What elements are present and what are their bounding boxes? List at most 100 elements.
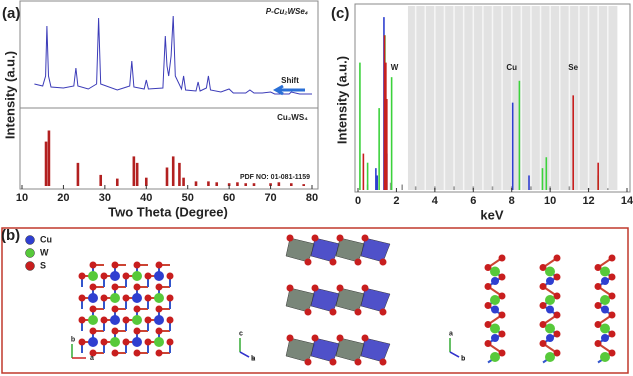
atom — [286, 234, 294, 242]
axis-label: b — [461, 355, 465, 362]
atom — [546, 305, 554, 314]
atom — [111, 261, 119, 269]
legend-swatch — [25, 261, 35, 271]
atom — [100, 272, 108, 280]
atom — [155, 349, 163, 357]
ref-bar — [165, 167, 169, 186]
panel-label: (c) — [331, 5, 349, 22]
atom — [594, 321, 602, 328]
atom — [600, 266, 610, 277]
atom — [594, 340, 602, 347]
atom — [484, 321, 492, 328]
x-tick-label: 50 — [182, 192, 194, 204]
x-tick-label: 14 — [621, 195, 633, 207]
x-tick-label: 0 — [355, 195, 361, 207]
atom — [88, 293, 98, 303]
atom — [545, 323, 555, 334]
atom — [354, 358, 362, 366]
atom — [498, 273, 506, 281]
atom — [361, 284, 369, 292]
x-axis-title: keV — [480, 207, 503, 222]
atom — [154, 293, 164, 303]
ref-bar — [76, 162, 80, 186]
atom — [484, 302, 492, 309]
series-label: Cu₂WS₄ — [277, 113, 308, 122]
atom — [484, 340, 492, 347]
x-tick-label: 12 — [582, 195, 594, 207]
xrd-line — [34, 15, 312, 95]
atom — [111, 305, 119, 313]
atom — [553, 292, 561, 300]
x-tick-label: 40 — [140, 192, 152, 204]
polyhedron — [360, 237, 391, 263]
legend-label: Cu — [40, 234, 52, 244]
atom — [329, 258, 337, 266]
polyhedron — [360, 337, 391, 363]
atom — [491, 305, 499, 314]
axis-label: a — [251, 355, 255, 362]
atom — [89, 327, 97, 335]
atom — [89, 283, 97, 291]
atom — [132, 315, 142, 325]
atom — [286, 284, 294, 292]
atom — [132, 337, 142, 347]
atom — [88, 315, 98, 325]
atom — [545, 352, 555, 362]
ref-bar — [302, 184, 306, 186]
polyhedron — [285, 337, 316, 363]
atom — [166, 338, 174, 346]
atom — [336, 234, 344, 242]
polyhedron — [335, 337, 366, 363]
legend-swatch — [25, 235, 35, 245]
polyhedron — [310, 237, 341, 263]
x-tick-label: 4 — [432, 195, 439, 207]
atom — [154, 315, 164, 325]
polyhedron — [360, 287, 391, 313]
ref-bar — [194, 181, 198, 186]
atom — [155, 283, 163, 291]
atom — [601, 334, 609, 342]
series-label: P-Cu₂WSe₄ — [266, 7, 308, 16]
atom — [539, 321, 547, 328]
atom — [361, 234, 369, 242]
axis-label: c — [239, 331, 243, 338]
ref-bar — [44, 141, 48, 186]
x-tick-label: 6 — [470, 195, 476, 207]
atom — [166, 316, 174, 324]
axis-label: b — [251, 355, 255, 362]
atom — [498, 254, 506, 262]
atom — [491, 334, 499, 342]
atom — [553, 254, 561, 262]
peak-label: Se — [568, 63, 578, 72]
ref-bar — [269, 183, 272, 186]
atom — [88, 337, 98, 347]
atom — [553, 330, 561, 338]
ref-bar — [132, 156, 136, 186]
atom — [484, 264, 492, 271]
atom — [286, 334, 294, 342]
atom — [132, 271, 142, 281]
atom — [600, 352, 610, 362]
ref-bar — [236, 182, 239, 186]
frame-a — [19, 0, 319, 190]
atom — [594, 302, 602, 309]
x-tick-label: 10 — [16, 192, 28, 204]
atom — [484, 283, 492, 290]
atom — [545, 266, 555, 277]
polyhedron — [310, 337, 341, 363]
atom — [361, 334, 369, 342]
atom — [539, 340, 547, 347]
ref-bar — [115, 178, 119, 186]
atom — [100, 338, 108, 346]
atom — [594, 283, 602, 290]
atom — [379, 308, 387, 316]
x-tick-label: 20 — [57, 192, 69, 204]
atom — [379, 358, 387, 366]
atom — [133, 283, 141, 291]
atom — [122, 316, 130, 324]
ref-bar — [215, 182, 219, 186]
atom — [600, 323, 610, 334]
peak-label: Cu — [506, 63, 517, 72]
panel-label: (a) — [2, 5, 20, 22]
x-tick-label: 70 — [264, 192, 276, 204]
